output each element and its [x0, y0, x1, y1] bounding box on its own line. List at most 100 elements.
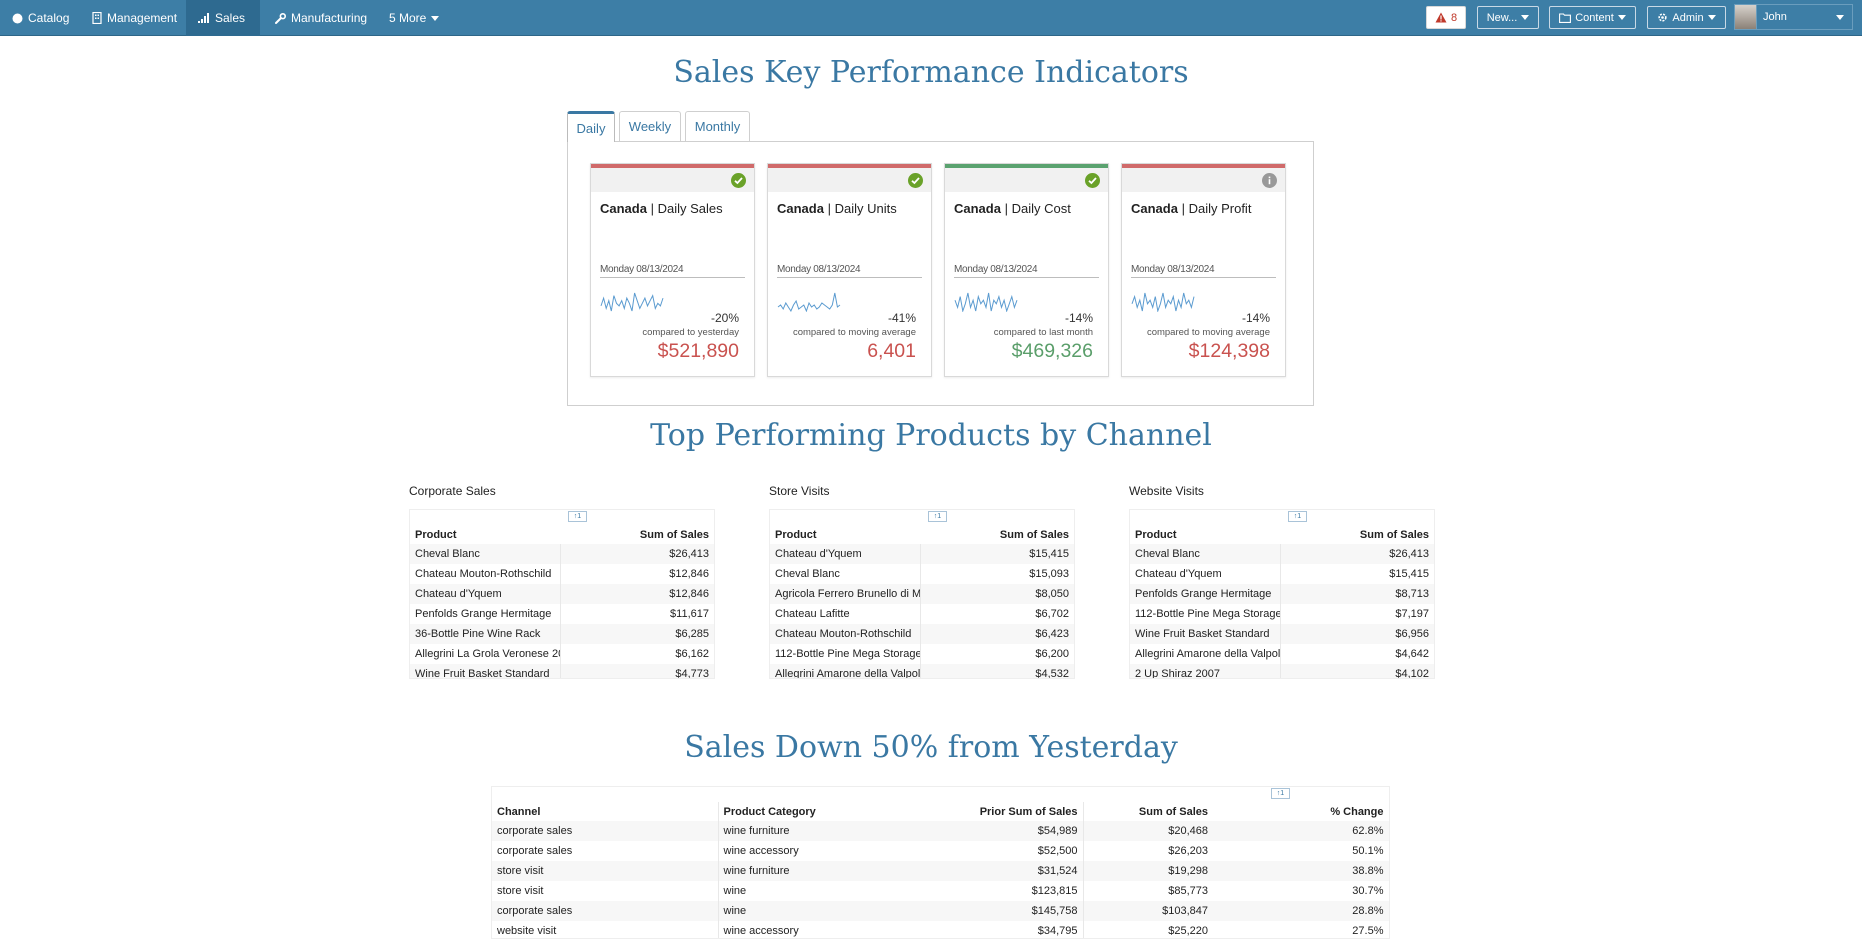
table-cell: $11,617	[670, 608, 709, 620]
chevron-down-icon	[1521, 15, 1530, 20]
table-cell: $6,423	[920, 624, 1074, 644]
table-row[interactable]: Wine Fruit Basket Standard $4,773	[410, 664, 714, 678]
nav-item-sales[interactable]: Sales	[186, 0, 260, 36]
column-header-sum-of-sales[interactable]: Sum of Sales	[1138, 805, 1208, 818]
table-row[interactable]: Allegrini Amarone della Valpolicella $4,6…	[1130, 644, 1434, 664]
table-row[interactable]: Cheval Blanc $15,093	[770, 564, 1074, 584]
column-header-product[interactable]: Product	[1135, 528, 1177, 541]
sort-badge[interactable]: ↑1	[928, 511, 947, 522]
table-cell: $6,200	[1035, 648, 1069, 660]
table-row[interactable]: Chateau Lafitte $6,702	[770, 604, 1074, 624]
kpi-card-daily-cost[interactable]: Canada | Daily Cost Monday 08/13/2024 -1…	[944, 163, 1109, 377]
sort-badge[interactable]: ↑1	[1271, 788, 1290, 799]
table-cell: Penfolds Grange Hermitage	[410, 604, 561, 624]
table-row[interactable]: corporate sales wine furniture $54,989 $20,…	[492, 821, 1389, 841]
table-row[interactable]: Chateau d'Yquem $15,415	[1130, 564, 1434, 584]
table-row[interactable]: Cheval Blanc $26,413	[410, 544, 714, 564]
kpi-card-daily-profit[interactable]: Canada | Daily Profit Monday 08/13/2024 …	[1121, 163, 1286, 377]
tab-monthly[interactable]: Monthly	[685, 111, 750, 141]
nav-item-catalog[interactable]: Catalog	[0, 0, 81, 36]
table-row[interactable]: 112-Bottle Pine Mega Storage $7,197	[1130, 604, 1434, 624]
column-header-product-category[interactable]: Product Category	[723, 805, 816, 818]
table-cell: $8,713	[1280, 584, 1434, 604]
table-cell: wine furniture	[718, 821, 918, 841]
admin-button[interactable]: Admin	[1647, 6, 1726, 29]
sparkline-line	[1131, 292, 1195, 312]
user-menu[interactable]: John	[1734, 4, 1853, 30]
table-row[interactable]: store visit wine $123,815 $85,773 30.7%	[492, 881, 1389, 901]
kpi-compare-label: compared to moving average	[792, 327, 916, 338]
sort-badge[interactable]: ↑1	[1288, 511, 1307, 522]
kpi-metric: | Daily Sales	[650, 201, 723, 216]
tab-daily[interactable]: Daily	[567, 111, 615, 142]
table-cell: $52,500	[918, 841, 1084, 861]
column-header-prior-sum-of-sales[interactable]: Prior Sum of Sales	[918, 802, 1084, 821]
website-visits-table[interactable]: ↑1 Product Sum of Sales Cheval Blanc $26,…	[1129, 509, 1435, 679]
table-row[interactable]: website visit wine accessory $34,795 $25,22…	[492, 921, 1389, 938]
tab-weekly[interactable]: Weekly	[619, 111, 681, 141]
corporate-sales-table[interactable]: ↑1 Product Sum of Sales Cheval Blanc $26,…	[409, 509, 715, 679]
data-table: Channel Product Category Prior Sum of Sa…	[492, 802, 1389, 938]
kpi-card-daily-sales[interactable]: Canada | Daily Sales Monday 08/13/2024 -…	[590, 163, 755, 377]
content-button[interactable]: Content	[1549, 6, 1636, 29]
kpi-metric: | Daily Units	[827, 201, 897, 216]
table-row[interactable]: Wine Fruit Basket Standard $6,956	[1130, 624, 1434, 644]
table-row[interactable]: Chateau d'Yquem $12,846	[410, 584, 714, 604]
content-button-label: Content	[1575, 11, 1614, 24]
table-row[interactable]: 36-Bottle Pine Wine Rack $6,285	[410, 624, 714, 644]
check-icon	[908, 173, 923, 188]
table-row[interactable]: Chateau Mouton-Rothschild $12,846	[410, 564, 714, 584]
table-row[interactable]: Penfolds Grange Hermitage $11,617	[410, 604, 714, 624]
nav-item-label: Manufacturing	[291, 11, 368, 25]
table-row[interactable]: corporate sales wine $145,758 $103,847 28.8%	[492, 901, 1389, 921]
table-row[interactable]: Chateau d'Yquem $15,415	[770, 544, 1074, 564]
column-header-sum-of-sales[interactable]: Sum of Sales	[639, 528, 709, 541]
gear-icon	[1658, 13, 1668, 22]
table-cell: Allegrini La Grola Veronese 2006	[410, 644, 561, 664]
sparkline	[954, 292, 1018, 312]
sort-badge[interactable]: ↑1	[568, 511, 587, 522]
column-header-percent-change[interactable]: % Change	[1330, 805, 1384, 818]
kpi-value: 6,401	[867, 340, 916, 362]
store-visits-table[interactable]: ↑1 Product Sum of Sales Chateau d'Yquem $…	[769, 509, 1075, 679]
table-row[interactable]: Cheval Blanc $26,413	[1130, 544, 1434, 564]
column-header-sum-of-sales[interactable]: Sum of Sales	[1359, 528, 1429, 541]
new-button[interactable]: New...	[1477, 6, 1539, 29]
column-header-sum-of-sales[interactable]: Sum of Sales	[999, 528, 1069, 541]
table-row[interactable]: 112-Bottle Pine Mega Storage $6,200	[770, 644, 1074, 664]
table-cell: $4,532	[920, 664, 1074, 678]
kpi-card-title: Canada | Daily Sales	[600, 201, 723, 216]
nav-item-more[interactable]: 5 More	[377, 0, 451, 36]
kpi-compare-label: compared to last month	[993, 327, 1093, 338]
sparkline-line	[954, 292, 1018, 312]
table-cell: $7,197	[1395, 608, 1429, 620]
table-row[interactable]: Allegrini Amarone della Valpolicella$4,5…	[770, 664, 1074, 678]
nav-item-label: Catalog	[28, 11, 70, 25]
column-header-product[interactable]: Product	[775, 528, 817, 541]
table-row[interactable]: corporate sales wine accessory $52,500 $26,…	[492, 841, 1389, 861]
table-row[interactable]: Allegrini La Grola Veronese 2006 $6,162	[410, 644, 714, 664]
table-row[interactable]: 2 Up Shiraz 2007 $4,102	[1130, 664, 1434, 678]
column-header-channel[interactable]: Channel	[492, 802, 719, 821]
table-cell: corporate sales	[492, 901, 719, 921]
table-row[interactable]: Agricola Ferrero Brunello di Montalcino$…	[770, 584, 1074, 604]
kpi-metric: | Daily Profit	[1181, 201, 1252, 216]
status-bar	[768, 164, 931, 168]
table-row[interactable]: Penfolds Grange Hermitage $8,713	[1130, 584, 1434, 604]
kpi-region: Canada	[954, 201, 1001, 216]
alerts-button[interactable]: 8	[1426, 6, 1466, 29]
table-cell: $19,298	[1083, 861, 1213, 881]
nav-item-management[interactable]: Management	[80, 0, 189, 36]
column-header-product[interactable]: Product	[415, 528, 457, 541]
folder-icon	[1559, 12, 1572, 23]
sales-down-table[interactable]: ↑1 Channel Product Category Prior Sum of…	[491, 786, 1390, 939]
table-row[interactable]: Chateau Mouton-Rothschild $6,423	[770, 624, 1074, 644]
kpi-card-title: Canada | Daily Profit	[1131, 201, 1251, 216]
new-button-label: New...	[1486, 11, 1518, 24]
table-cell: $4,773	[560, 664, 714, 678]
table-row[interactable]: store visit wine furniture $31,524 $19,298 3…	[492, 861, 1389, 881]
table-cell: website visit	[492, 921, 719, 938]
kpi-card-daily-units[interactable]: Canada | Daily Units Monday 08/13/2024 -…	[767, 163, 932, 377]
table-cell: 28.8%	[1213, 901, 1389, 921]
nav-item-manufacturing[interactable]: Manufacturing	[263, 0, 379, 36]
